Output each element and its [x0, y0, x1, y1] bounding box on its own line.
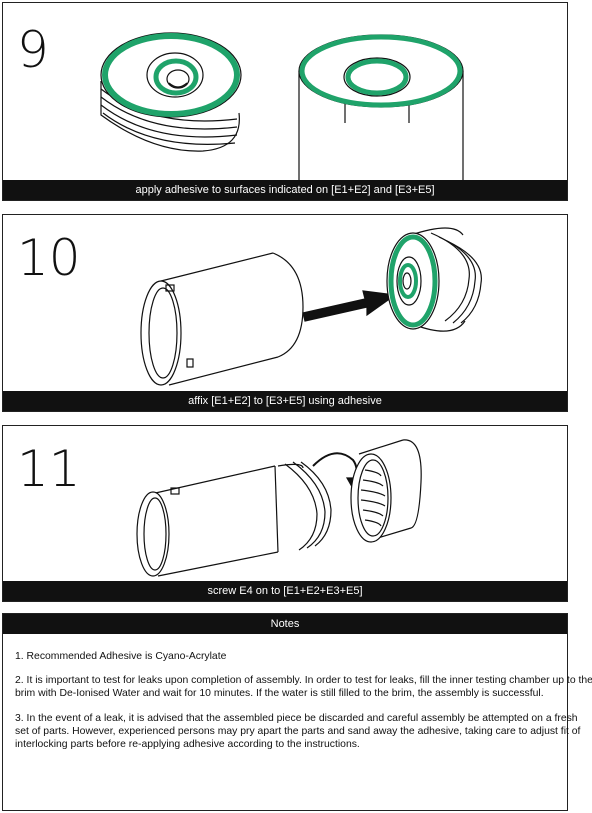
step-11-panel: 11: [2, 425, 568, 602]
step-number: 9: [17, 21, 49, 79]
step-number: 11: [17, 440, 81, 498]
step-10-panel: 10 affix [E1+E2] to [E3+E5] using a: [2, 214, 568, 412]
notes-panel: Notes 1. Recommended Adhesive is Cyano-A…: [2, 613, 592, 811]
step-caption: apply adhesive to surfaces indicated on …: [3, 180, 567, 200]
step-11-illustration: [136, 439, 422, 577]
step-number: 10: [17, 229, 81, 287]
note-item: 2. It is important to test for leaks upo…: [15, 675, 592, 700]
note-item: 1. Recommended Adhesive is Cyano-Acrylat…: [15, 651, 227, 662]
step-9-illustration: [100, 32, 464, 181]
notes-list: 1. Recommended Adhesive is Cyano-Acrylat…: [15, 650, 592, 762]
step-caption: screw E4 on to [E1+E2+E3+E5]: [3, 581, 567, 601]
note-item: 3. In the event of a leak, it is advised…: [15, 712, 581, 751]
step-9-panel: 9 apply adhesive to surfaces indica: [2, 2, 568, 201]
step-10-illustration: [140, 227, 482, 386]
notes-title: Notes: [3, 614, 567, 634]
step-caption: affix [E1+E2] to [E3+E5] using adhesive: [3, 391, 567, 411]
